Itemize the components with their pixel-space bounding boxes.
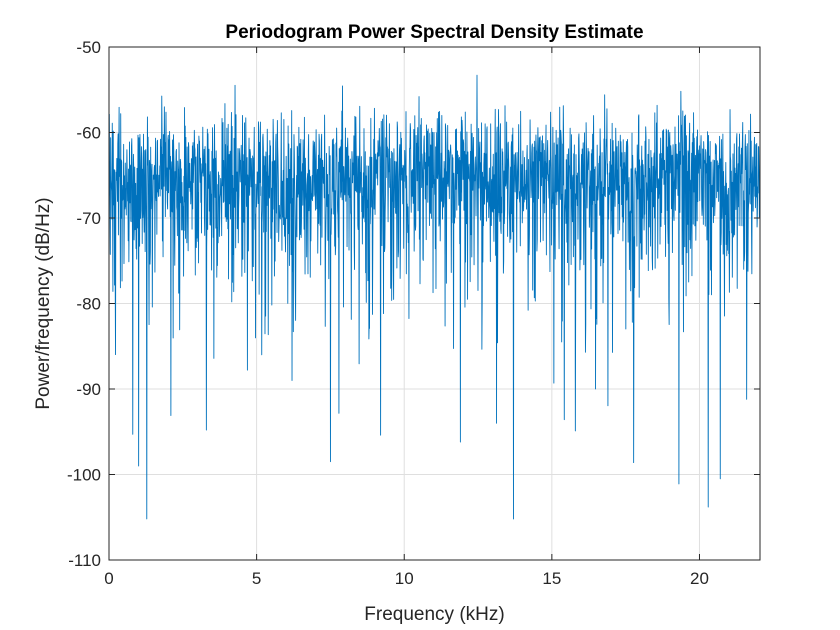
x-tick-label: 10: [395, 569, 414, 588]
y-axis-ticks: -110 -100 -90 -80 -70 -60 -50: [67, 38, 760, 570]
x-tick-label: 20: [690, 569, 709, 588]
y-tick-label: -70: [76, 209, 101, 228]
y-axis-label: Power/frequency (dB/Hz): [33, 197, 54, 409]
x-axis-ticks: 0 5 10 15 20: [104, 47, 709, 588]
y-tick-label: -110: [68, 551, 101, 570]
x-tick-label: 0: [104, 569, 113, 588]
y-tick-label: -90: [76, 380, 101, 399]
y-tick-label: -60: [76, 124, 101, 143]
chart-title: Periodogram Power Spectral Density Estim…: [225, 22, 643, 43]
x-tick-label: 5: [252, 569, 261, 588]
y-tick-label: -80: [76, 295, 101, 314]
psd-line: [108, 74, 761, 520]
y-tick-label: -100: [67, 466, 101, 485]
y-tick-label: -50: [76, 38, 101, 57]
x-axis-label: Frequency (kHz): [364, 604, 504, 625]
psd-series: [108, 74, 761, 520]
x-tick-label: 15: [542, 569, 561, 588]
